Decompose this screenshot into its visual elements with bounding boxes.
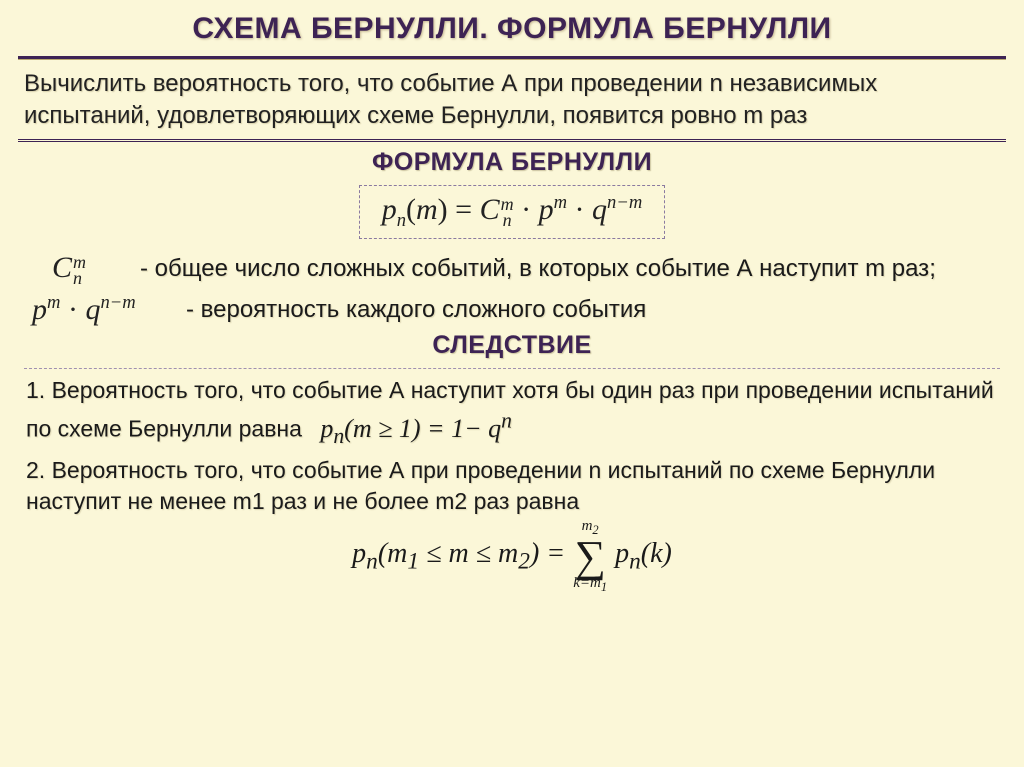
cnm-explain-text: - общее число сложных событий, в которых… [140, 253, 936, 284]
sigma-icon: m2 ∑ k=m1 [573, 519, 607, 594]
cnm-sub: n [501, 212, 514, 228]
formula-heading: ФОРМУЛА БЕРНУЛЛИ [18, 148, 1006, 177]
pm-p: p [539, 193, 554, 226]
double-rule [18, 139, 1006, 142]
dashed-separator [24, 368, 1000, 369]
pm-sup: m [554, 192, 567, 213]
main-formula-box: pn(m) = Cmn · pm · qn−m [359, 185, 666, 239]
cnm-explain-row: Cmn - общее число сложных событий, в кот… [52, 251, 1000, 286]
corollary-2: 2. Вероятность того, что событие А при п… [26, 455, 998, 517]
pn-arg: m [416, 193, 438, 226]
pn-p: p [382, 193, 397, 226]
cnm-symbol: Cmn [52, 251, 122, 286]
pq-explain-row: pm · qn−m - вероятность каждого сложного… [32, 292, 1000, 327]
cnm-c: C [480, 193, 500, 226]
corollary-heading: СЛЕДСТВИЕ [18, 331, 1006, 360]
pn-n: n [397, 210, 406, 231]
pq-explain-text: - вероятность каждого сложного события [186, 294, 646, 325]
corollary-2-formula: pn(m1 ≤ m ≤ m2) = m2 ∑ k=m1 pn(k) [18, 519, 1006, 594]
title-rule [18, 56, 1006, 60]
pq-symbol: pm · qn−m [32, 292, 182, 327]
main-formula: pn(m) = Cmn · pm · qn−m [382, 193, 643, 226]
corollary-2-text: 2. Вероятность того, что событие А при п… [26, 457, 935, 514]
problem-statement: Вычислить вероятность того, что событие … [24, 68, 1000, 133]
qnm-q: q [592, 193, 607, 226]
corollary-1-formula: pn(m ≥ 1) = 1− qn [320, 414, 512, 443]
slide: СХЕМА БЕРНУЛЛИ. ФОРМУЛА БЕРНУЛЛИ Вычисли… [0, 0, 1024, 767]
slide-title: СХЕМА БЕРНУЛЛИ. ФОРМУЛА БЕРНУЛЛИ [18, 12, 1006, 46]
corollary-1: 1. Вероятность того, что событие А насту… [26, 375, 998, 451]
qnm-sup: n−m [607, 192, 642, 213]
main-formula-wrap: pn(m) = Cmn · pm · qn−m [18, 185, 1006, 239]
